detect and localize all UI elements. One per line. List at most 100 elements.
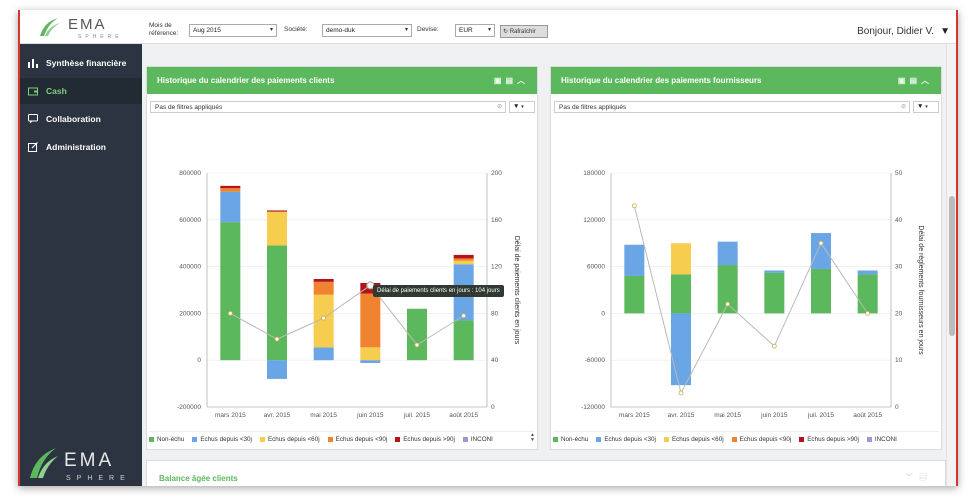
devise-value: EUR	[459, 27, 473, 34]
x-tick-label: mai 2015	[310, 412, 337, 419]
bar-segment	[453, 260, 474, 265]
bar-segment	[671, 313, 691, 386]
chevron-down-icon: ▾	[487, 27, 491, 33]
bar-segment	[220, 185, 241, 189]
bar-segment	[857, 274, 878, 314]
bar-segment	[220, 188, 241, 192]
legend-item[interactable]: Non-échu	[149, 436, 184, 443]
legend-label: Echus depuis <90j	[739, 436, 792, 443]
sidebar-item-collaboration[interactable]: Collaboration	[20, 106, 142, 132]
mois-select[interactable]: Aug 2015 ▾	[189, 24, 277, 37]
y-tick-label: 0	[601, 310, 605, 317]
filter-input-clients[interactable]: Pas de filtres appliqués ⊘	[150, 101, 506, 113]
bar-segment	[267, 210, 287, 212]
legend-swatch	[663, 436, 669, 442]
page-scrollbar[interactable]	[946, 44, 956, 486]
bar-segment	[407, 308, 427, 361]
ema-sphere-logo[interactable]: EMA SPHERE	[36, 14, 146, 40]
bar-segment	[453, 254, 474, 259]
line-point	[274, 336, 280, 342]
legend-item[interactable]: Echus depuis >90j	[395, 436, 455, 443]
chat-icon	[28, 114, 38, 124]
refresh-icon: ↻	[503, 29, 509, 35]
y2-tick-label: 0	[895, 404, 899, 411]
collapse-chevron-icon[interactable]: ︿	[517, 76, 529, 85]
expand-chevron-icon[interactable]: ﹀	[905, 473, 919, 482]
legend-label: Echus depuis <60j	[267, 436, 320, 443]
bar-segment	[811, 268, 831, 314]
legend-item[interactable]: Echus depuis <30j	[192, 436, 252, 443]
user-menu-caret-icon[interactable]: ▼	[940, 26, 950, 37]
line-point	[227, 310, 233, 316]
line-point	[818, 240, 824, 246]
mois-value: Aug 2015	[193, 27, 221, 34]
x-tick-label: mai 2015	[714, 412, 741, 419]
delay-line	[230, 284, 464, 346]
filter-dropdown-button[interactable]: ▼ ▾	[913, 101, 939, 113]
sidebar-item-label: Cash	[46, 86, 67, 96]
clear-icon[interactable]: ⊘	[900, 104, 906, 110]
funnel-icon: ▼	[917, 103, 924, 110]
filter-input-fournisseurs[interactable]: Pas de filtres appliqués ⊘	[554, 101, 910, 113]
wallet-icon	[28, 87, 38, 96]
line-point	[725, 301, 731, 307]
ema-sphere-logo-large: EMA SPHERE	[30, 448, 131, 482]
line-point	[678, 390, 684, 396]
y2-tick-label: 10	[895, 357, 903, 364]
legend-item[interactable]: INCONI	[462, 436, 493, 443]
print-icon[interactable]: ▤	[505, 76, 517, 85]
societe-label: Société:	[284, 26, 308, 33]
x-tick-label: avr. 2015	[668, 412, 695, 419]
filter-dropdown-button[interactable]: ▼ ▾	[509, 101, 535, 113]
y2-tick-label: 40	[491, 357, 499, 364]
legend-label: Echus depuis <60j	[671, 436, 724, 443]
scrollbar-thumb[interactable]	[949, 196, 955, 336]
legend-item[interactable]: Echus depuis <90j	[327, 436, 387, 443]
brand-text-large: EMA	[64, 450, 114, 471]
y-tick-label: -200000	[177, 404, 201, 411]
bar-segment	[624, 275, 645, 314]
chart-tooltip: Délai de paiements clients en jours : 10…	[373, 285, 504, 297]
line-point	[321, 315, 327, 321]
legend-item[interactable]: INCONI	[866, 436, 897, 443]
sidebar-item-administration[interactable]: Administration	[20, 134, 142, 160]
line-point	[865, 310, 871, 316]
y-tick-label: 800000	[179, 170, 201, 177]
y2-axis-label: Délai de paiements clients en jours	[513, 236, 520, 345]
legend-clients: Non-échu Echus depuis <30j Echus depuis <6…	[149, 431, 535, 445]
clear-icon[interactable]: ⊘	[496, 104, 502, 110]
devise-select[interactable]: EUR ▾	[455, 24, 495, 37]
legend-swatch	[395, 436, 401, 442]
save-icon[interactable]: ▣	[493, 76, 506, 85]
legend-swatch	[259, 436, 265, 442]
legend-swatch	[462, 436, 468, 442]
legend-item[interactable]: Echus depuis >90j	[799, 436, 859, 443]
save-icon[interactable]: ▣	[897, 76, 910, 85]
refresh-button[interactable]: ↻ Rafraîchir	[500, 25, 548, 38]
legend-item[interactable]: Echus depuis <90j	[731, 436, 792, 443]
legend-scroll-arrows-icon[interactable]: ▲ ▼	[530, 432, 535, 443]
print-icon[interactable]: ▤	[919, 473, 933, 482]
sidebar-item-label: Administration	[46, 142, 106, 152]
legend-swatch	[192, 436, 198, 442]
line-point	[771, 343, 777, 349]
brand-sub-text-large: SPHERE	[66, 475, 131, 482]
legend-item[interactable]: Echus depuis <60j	[259, 436, 320, 443]
y-tick-label: 180000	[583, 170, 605, 177]
bar-segment	[671, 243, 691, 275]
print-icon[interactable]: ▤	[909, 76, 921, 85]
legend-item[interactable]: Non-échu	[553, 436, 588, 443]
collapse-chevron-icon[interactable]: ︿	[921, 76, 933, 85]
bar-segment	[313, 294, 334, 348]
legend-item[interactable]: Echus depuis <60j	[663, 436, 724, 443]
legend-item[interactable]: Echus depuis <30j	[596, 436, 656, 443]
legend-label: Echus depuis <30j	[604, 436, 656, 443]
societe-select[interactable]: demo-duk ▾	[322, 24, 412, 37]
x-tick-label: juin 2015	[356, 412, 384, 419]
edit-icon	[28, 142, 38, 152]
x-tick-label: mars 2015	[619, 412, 650, 419]
x-tick-label: août 2015	[853, 412, 882, 419]
sidebar-item-synthese[interactable]: Synthèse financière	[20, 50, 142, 76]
sidebar-item-cash[interactable]: Cash	[20, 78, 142, 104]
chart-fournisseurs: -120000 -60000 0 60000 120000 180000 0 10 20 30 40…	[581, 170, 924, 419]
